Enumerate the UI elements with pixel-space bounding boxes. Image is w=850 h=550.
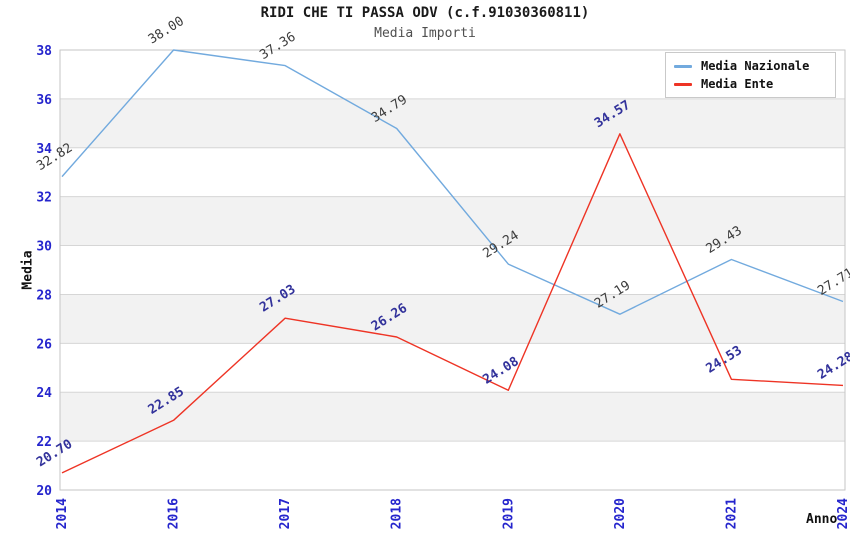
grid-band (60, 392, 845, 442)
y-tick-label: 34 (36, 142, 52, 157)
data-label: 24.53 (704, 343, 745, 376)
legend-line-marker-red (674, 82, 692, 86)
grid-band (60, 196, 845, 246)
y-tick-label: 32 (36, 191, 52, 206)
plot-border (59, 49, 846, 491)
y-tick-label: 38 (36, 44, 52, 59)
legend-line-marker-blue (674, 64, 692, 68)
x-tick-label: 2018 (390, 498, 405, 529)
legend: Media Nazionale Media Ente (665, 52, 836, 98)
y-tick-label: 28 (36, 288, 52, 303)
y-tick-label: 24 (36, 386, 52, 401)
legend-label: Media Ente (701, 77, 774, 91)
x-tick-label: 2020 (613, 498, 628, 529)
chart-title: RIDI CHE TI PASSA ODV (c.f.91030360811) (260, 5, 590, 21)
x-axis-title: Anno (806, 512, 838, 527)
y-tick-label: 36 (36, 93, 52, 108)
chart-subtitle: Media Importi (374, 26, 476, 41)
data-label: 38.00 (146, 14, 187, 47)
x-tick-label: 2016 (167, 498, 182, 529)
x-tick-label: 2021 (724, 498, 739, 529)
series-line-media-ente (61, 133, 844, 474)
x-tick-label: 2024 (836, 498, 850, 529)
x-tick-label: 2019 (501, 498, 516, 529)
data-label: 24.08 (480, 354, 521, 388)
series-line-media-nazionale (61, 49, 844, 315)
y-tick-label: 22 (36, 435, 52, 450)
legend-item-media-ente: Media Ente (674, 78, 827, 90)
y-tick-label: 20 (36, 484, 52, 499)
y-tick-label: 26 (36, 337, 52, 352)
data-label: 37.36 (257, 30, 298, 63)
grid-band (60, 294, 845, 344)
y-axis-title: Media (20, 250, 36, 290)
legend-label: Media Nazionale (701, 59, 810, 73)
grid-band (60, 98, 845, 148)
legend-item-media-nazionale: Media Nazionale (674, 60, 827, 72)
x-tick-label: 2017 (278, 498, 293, 529)
y-tick-label: 30 (36, 240, 52, 255)
x-tick-label: 2014 (55, 498, 70, 529)
